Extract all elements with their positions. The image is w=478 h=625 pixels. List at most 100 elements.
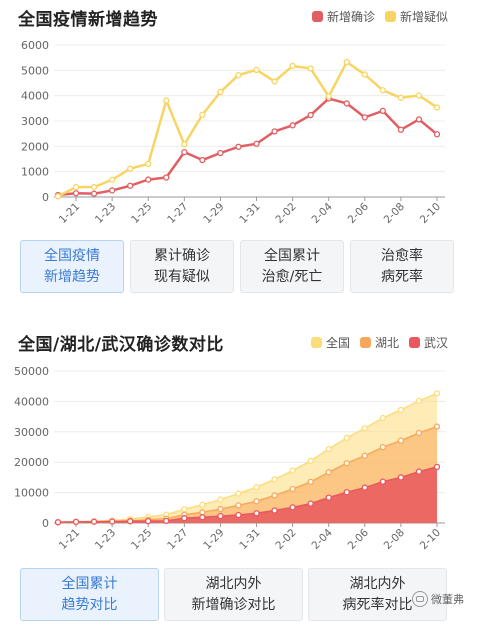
data-point-全国 xyxy=(199,501,206,508)
data-point-新增疑似 xyxy=(415,92,423,99)
data-point-武汉 xyxy=(307,500,314,507)
data-point-武汉 xyxy=(415,468,423,475)
tab-label-line1: 湖北内外 xyxy=(349,575,406,592)
y-tick-label: 50000 xyxy=(14,365,49,378)
data-point-湖北 xyxy=(235,502,242,509)
tab-national-cumulative-trend[interactable]: 全国累计 趋势对比 xyxy=(20,568,159,621)
data-point-新增确诊 xyxy=(361,114,368,121)
data-point-新增疑似 xyxy=(163,97,170,104)
data-point-新增确诊 xyxy=(289,122,296,129)
x-tick-label: 1-25 xyxy=(129,527,154,552)
data-point-新增疑似 xyxy=(145,160,152,167)
tab-label-line2: 趋势对比 xyxy=(61,596,118,613)
data-point-新增确诊 xyxy=(127,182,134,189)
x-tick-label: 2-10 xyxy=(418,201,443,226)
x-tick-label: 2-10 xyxy=(418,527,443,552)
data-point-湖北 xyxy=(325,469,332,476)
series-line-新增确诊 xyxy=(57,97,438,197)
data-point-全国 xyxy=(307,457,314,465)
data-point-新增确诊 xyxy=(271,128,278,135)
x-tick-label: 2-04 xyxy=(309,200,335,226)
chart2-tab-buttons: 全国累计 趋势对比 湖北内外 新增确诊对比 湖北内外 病死率对比 xyxy=(20,568,447,621)
tab-cumulative-confirmed[interactable]: 累计确诊 现有疑似 xyxy=(130,240,234,293)
tab-hubei-new-confirmed-compare[interactable]: 湖北内外 新增确诊对比 xyxy=(164,568,303,621)
legend-swatch xyxy=(359,337,371,348)
data-point-全国 xyxy=(379,414,387,422)
data-point-武汉 xyxy=(181,515,188,522)
data-point-全国 xyxy=(397,406,405,414)
data-point-武汉 xyxy=(343,489,350,496)
y-tick-label: 40000 xyxy=(14,395,49,408)
data-point-全国 xyxy=(271,476,278,483)
data-point-武汉 xyxy=(127,518,134,525)
data-point-全国 xyxy=(181,506,188,513)
data-point-武汉 xyxy=(72,518,80,526)
data-point-武汉 xyxy=(145,517,152,525)
data-point-全国 xyxy=(217,496,224,503)
legend-label: 新增确诊 xyxy=(326,10,375,24)
data-point-新增疑似 xyxy=(361,71,368,78)
tab-label-line1: 全国累计 xyxy=(61,575,118,592)
y-tick-label: 30000 xyxy=(14,426,49,439)
data-point-新增疑似 xyxy=(90,183,98,191)
legend-label: 湖北 xyxy=(374,336,399,350)
tab-label-line2: 病死率对比 xyxy=(342,596,413,613)
data-point-湖北 xyxy=(253,498,260,505)
y-tick-label: 0 xyxy=(42,517,49,530)
y-tick-label: 10000 xyxy=(14,487,49,500)
series-line-新增疑似 xyxy=(57,60,438,198)
data-point-湖北 xyxy=(199,509,206,516)
series-line-全国 xyxy=(57,392,438,523)
x-tick-label: 1-21 xyxy=(57,527,82,552)
x-tick-label: 2-02 xyxy=(273,201,298,226)
data-point-新增疑似 xyxy=(108,176,116,183)
chart1-legend[interactable]: 新增确诊 新增疑似 xyxy=(302,8,448,25)
data-point-新增疑似 xyxy=(379,87,387,94)
data-point-新增疑似 xyxy=(325,93,332,100)
tab-cured-dead[interactable]: 全国累计 治愈/死亡 xyxy=(240,240,344,293)
legend-item-wuhan[interactable]: 武汉 xyxy=(408,334,448,351)
data-point-武汉 xyxy=(325,494,332,501)
legend-item-new-confirmed[interactable]: 新增确诊 xyxy=(311,8,375,25)
x-tick-label: 1-23 xyxy=(93,527,118,552)
x-tick-label: 1-29 xyxy=(201,201,226,226)
tab-national-new-trend[interactable]: 全国疫情 新增趋势 xyxy=(20,240,124,293)
legend-swatch xyxy=(408,337,420,348)
tab-label-line2: 治愈/死亡 xyxy=(261,268,323,285)
x-tick-label: 1-29 xyxy=(201,527,226,552)
data-point-新增确诊 xyxy=(397,126,405,133)
legend-label: 新增疑似 xyxy=(399,10,448,24)
data-point-新增确诊 xyxy=(217,149,224,157)
chart2-legend[interactable]: 全国 湖北 武汉 xyxy=(301,334,448,351)
data-point-湖北 xyxy=(289,485,296,493)
legend-item-national[interactable]: 全国 xyxy=(310,334,350,351)
legend-item-hubei[interactable]: 湖北 xyxy=(359,334,399,351)
data-point-新增疑似 xyxy=(72,183,80,191)
chart1-title: 全国疫情新增趋势 xyxy=(18,10,158,30)
tab-label-line1: 累计确诊 xyxy=(154,247,210,264)
tab-cure-death-rate[interactable]: 治愈率 病死率 xyxy=(350,240,454,293)
data-point-新增疑似 xyxy=(271,78,278,85)
y-tick-label: 2000 xyxy=(21,140,49,153)
data-point-湖北 xyxy=(307,478,314,486)
data-point-新增确诊 xyxy=(181,148,188,156)
tab-label-line1: 治愈率 xyxy=(381,247,423,264)
area-武汉 xyxy=(58,466,437,523)
chart2-title: 全国/湖北/武汉确诊数对比 xyxy=(18,335,224,355)
tab-label-line1: 全国疫情 xyxy=(44,247,100,264)
data-point-新增确诊 xyxy=(433,131,441,138)
data-point-新增确诊 xyxy=(415,116,423,123)
legend-swatch xyxy=(310,337,322,348)
chart1-plot: 0 1000 2000 3000 4000 5000 6000 1-21 1-23 1-25 1-2… xyxy=(21,39,445,226)
data-point-新增疑似 xyxy=(253,66,260,74)
x-tick-label: 1-25 xyxy=(129,201,154,226)
data-point-武汉 xyxy=(253,510,260,517)
legend-item-new-suspected[interactable]: 新增疑似 xyxy=(384,8,448,25)
watermark: 微董弗 xyxy=(412,591,464,607)
data-point-武汉 xyxy=(397,474,405,481)
x-tick-label: 1-23 xyxy=(93,201,118,226)
series-line-武汉 xyxy=(57,466,438,523)
data-point-全国 xyxy=(235,490,242,497)
data-point-新增确诊 xyxy=(163,174,170,181)
data-point-武汉 xyxy=(90,518,98,525)
